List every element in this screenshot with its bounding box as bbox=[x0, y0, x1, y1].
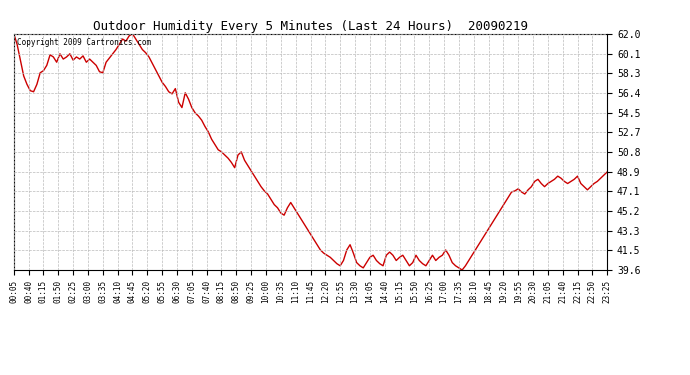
Title: Outdoor Humidity Every 5 Minutes (Last 24 Hours)  20090219: Outdoor Humidity Every 5 Minutes (Last 2… bbox=[93, 20, 528, 33]
Text: Copyright 2009 Cartronics.com: Copyright 2009 Cartronics.com bbox=[17, 39, 151, 48]
